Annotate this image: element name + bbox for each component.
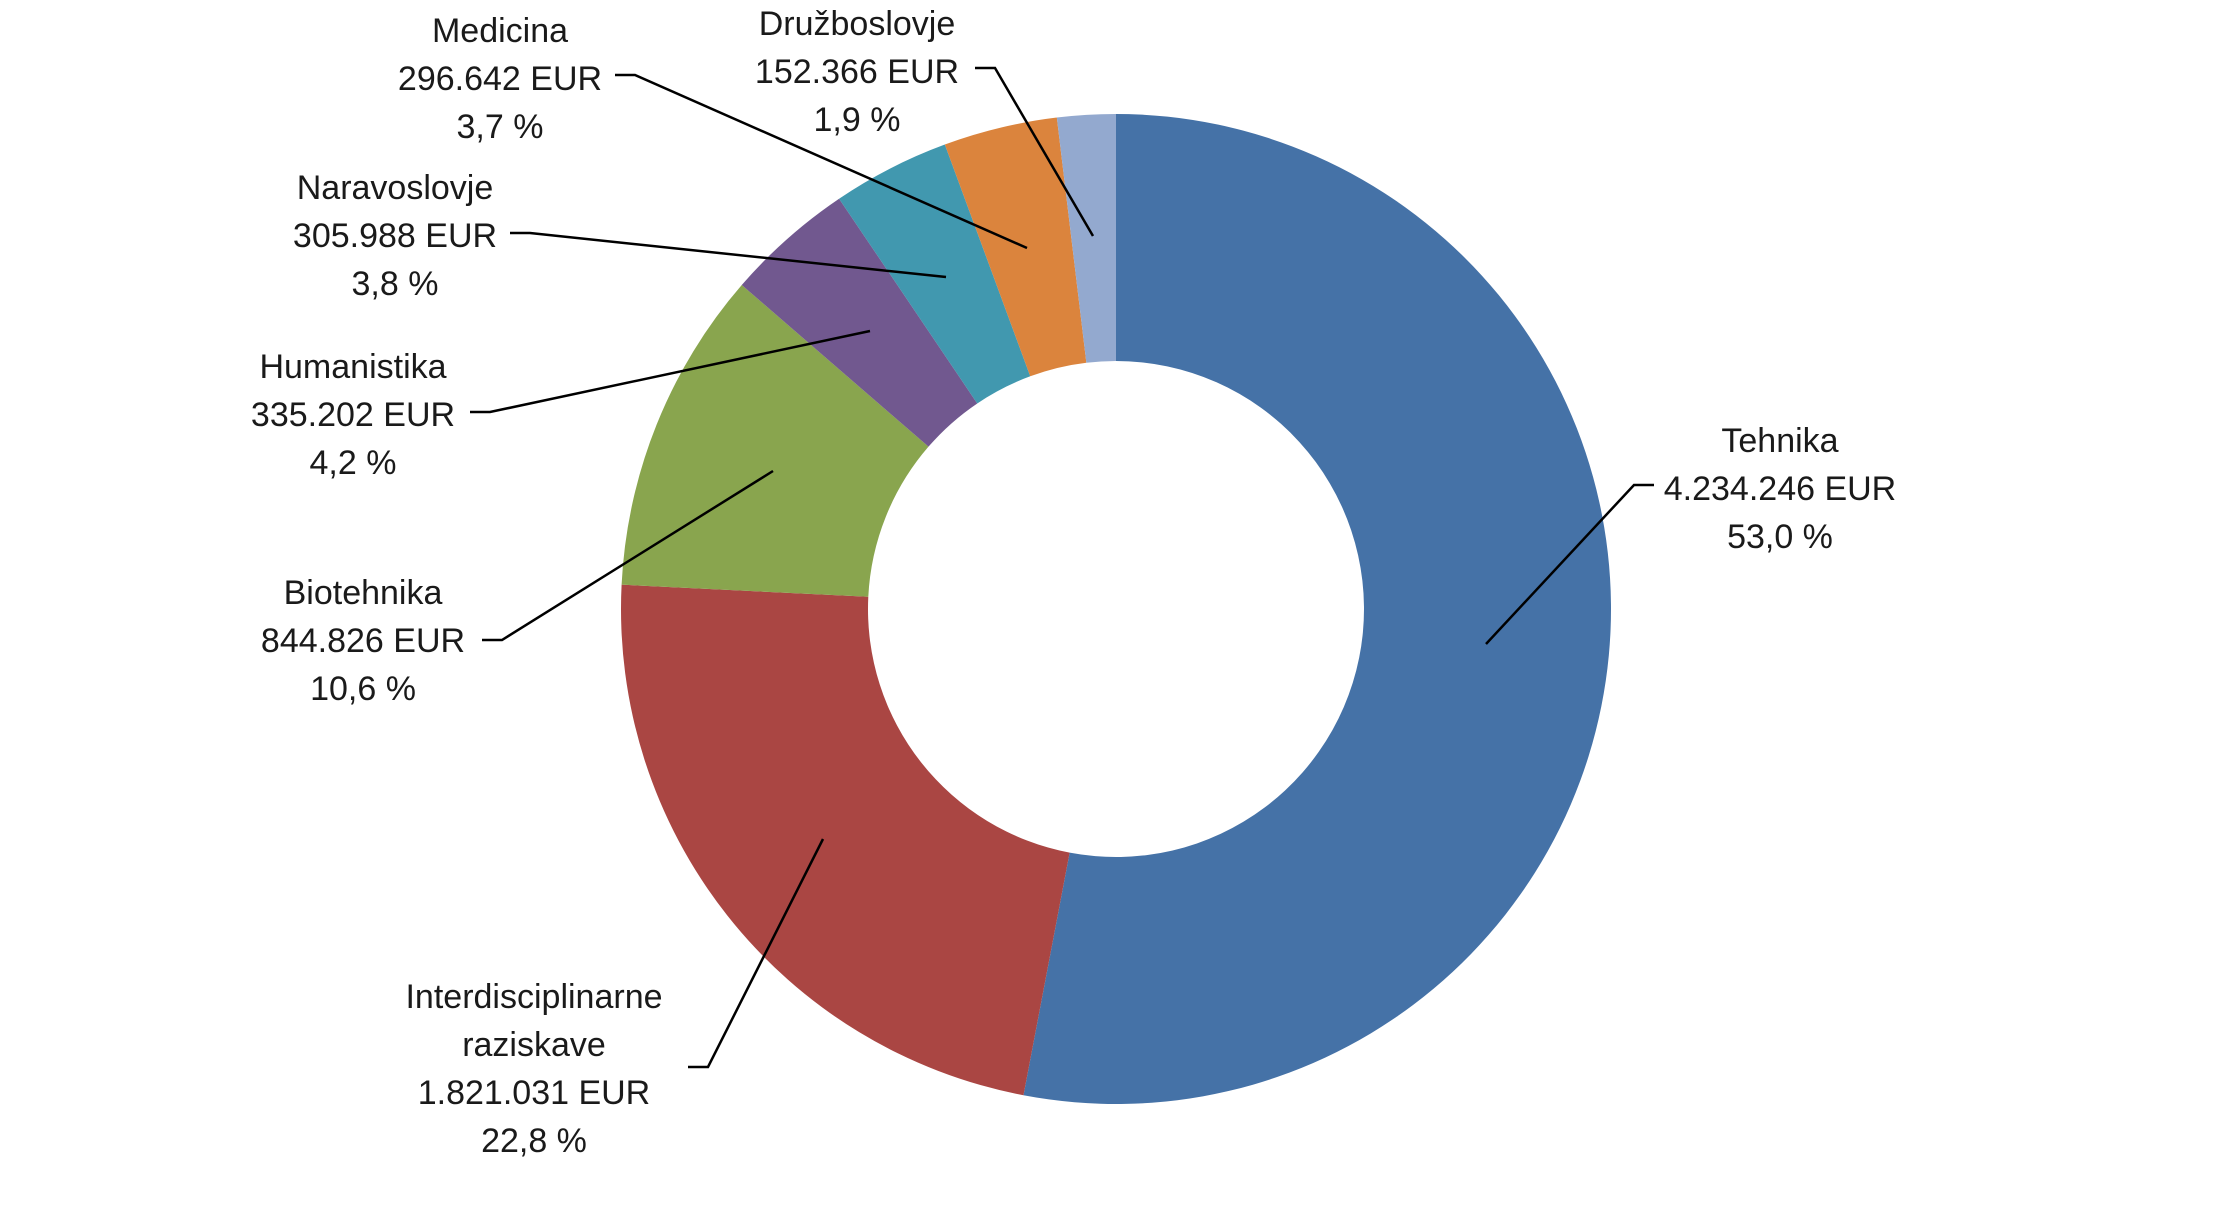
leader-line	[482, 469, 774, 642]
data-label-value: 152.366 EUR	[754, 53, 960, 91]
data-label-percent: 53,0 %	[1727, 518, 1833, 556]
data-label: Interdisciplinarne raziskave 1.821.031 EUR…	[405, 973, 662, 1165]
data-label-value: 1.821.031 EUR	[417, 1074, 651, 1112]
data-label-name: Tehnika	[1721, 422, 1839, 460]
slices-group	[621, 114, 1612, 1104]
data-label-name: raziskave	[462, 1026, 606, 1064]
slice-naravoslovje	[839, 144, 1031, 404]
data-label-value: 305.988 EUR	[292, 217, 498, 255]
data-label-percent: 3,8 %	[351, 265, 439, 303]
data-label-name: Humanistika	[259, 348, 447, 386]
data-label: Družboslovje 152.366 EUR 1,9 %	[755, 0, 959, 144]
data-label-percent: 4,2 %	[309, 444, 397, 482]
leader-lines-group	[470, 66, 1654, 1069]
leader-line	[975, 66, 1095, 237]
data-label: Tehnika 4.234.246 EUR 53,0 %	[1664, 417, 1897, 561]
data-label-name: Biotehnika	[283, 574, 443, 612]
data-label-name: Interdisciplinarne	[405, 978, 663, 1016]
data-label-percent: 1,9 %	[813, 101, 901, 139]
leader-line	[470, 329, 871, 414]
slice-interdisciplinarne-raziskave	[621, 584, 1070, 1096]
data-label: Biotehnika 844.826 EUR 10,6 %	[261, 569, 465, 713]
slice-družboslovje	[1056, 114, 1116, 363]
data-label-value: 296.642 EUR	[397, 60, 603, 98]
data-label-percent: 10,6 %	[310, 670, 416, 708]
slice-medicina	[944, 117, 1087, 377]
leader-line	[688, 838, 825, 1069]
data-label-value: 335.202 EUR	[250, 396, 456, 434]
data-label-name: Družboslovje	[758, 5, 956, 43]
leader-line	[510, 231, 947, 279]
data-label: Humanistika 335.202 EUR 4,2 %	[251, 343, 455, 487]
leader-line	[1485, 483, 1654, 645]
data-label-value: 844.826 EUR	[260, 622, 466, 660]
data-label-value: 4.234.246 EUR	[1663, 470, 1897, 508]
leader-line	[615, 73, 1028, 250]
data-label-name: Naravoslovje	[296, 169, 494, 207]
data-label: Medicina 296.642 EUR 3,7 %	[398, 7, 602, 151]
data-label-name: Medicina	[431, 12, 569, 50]
data-label-percent: 22,8 %	[481, 1122, 587, 1160]
data-label-percent: 3,7 %	[456, 108, 544, 146]
slice-tehnika	[1023, 114, 1612, 1104]
data-label: Naravoslovje 305.988 EUR 3,8 %	[293, 164, 497, 308]
